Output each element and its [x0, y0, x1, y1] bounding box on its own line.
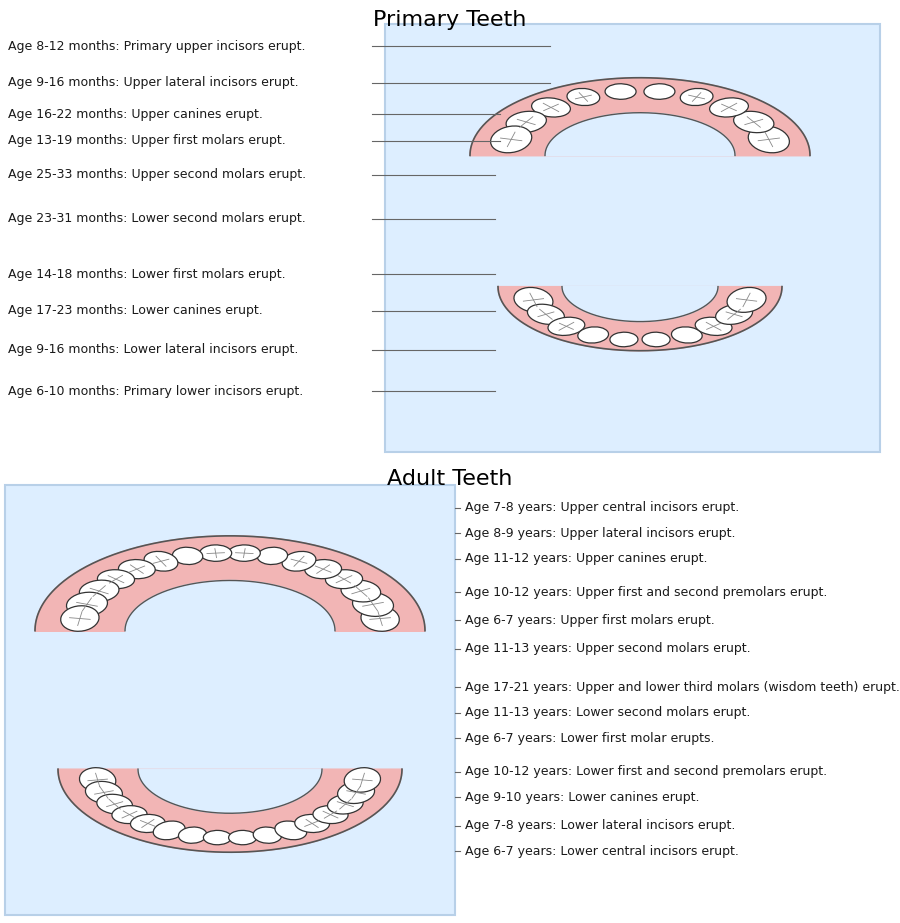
Text: Age 25-33 months: Upper second molars erupt.: Age 25-33 months: Upper second molars er… [8, 168, 306, 182]
Ellipse shape [610, 332, 638, 347]
Ellipse shape [491, 126, 532, 153]
Text: Age 9-16 months: Upper lateral incisors erupt.: Age 9-16 months: Upper lateral incisors … [8, 76, 299, 90]
Polygon shape [498, 287, 782, 351]
Ellipse shape [282, 551, 316, 571]
Ellipse shape [709, 98, 749, 117]
Text: Primary Teeth: Primary Teeth [374, 10, 526, 30]
Text: Age 6-10 months: Primary lower incisors erupt.: Age 6-10 months: Primary lower incisors … [8, 385, 303, 398]
Ellipse shape [680, 89, 713, 105]
Text: Age 6-7 years: Lower central incisors erupt.: Age 6-7 years: Lower central incisors er… [465, 845, 739, 857]
Text: Age 6-7 years: Lower first molar erupts.: Age 6-7 years: Lower first molar erupts. [465, 732, 715, 745]
Ellipse shape [353, 593, 393, 617]
Ellipse shape [200, 545, 231, 561]
Ellipse shape [727, 287, 766, 312]
Ellipse shape [173, 547, 202, 565]
Ellipse shape [361, 605, 400, 631]
Ellipse shape [716, 305, 752, 324]
Polygon shape [470, 78, 810, 155]
Ellipse shape [305, 559, 341, 579]
Ellipse shape [153, 821, 185, 840]
FancyBboxPatch shape [385, 24, 880, 451]
Ellipse shape [344, 768, 381, 792]
Ellipse shape [328, 795, 364, 814]
Ellipse shape [144, 551, 178, 571]
Ellipse shape [695, 318, 732, 335]
Ellipse shape [86, 782, 122, 804]
Text: Age 10-12 years: Lower first and second premolars erupt.: Age 10-12 years: Lower first and second … [465, 765, 827, 778]
Ellipse shape [338, 782, 374, 804]
Ellipse shape [734, 112, 774, 133]
Text: Age 11-13 years: Upper second molars erupt.: Age 11-13 years: Upper second molars eru… [465, 642, 751, 655]
Ellipse shape [605, 84, 636, 100]
Ellipse shape [119, 559, 155, 579]
Text: Age 7-8 years: Lower lateral incisors erupt.: Age 7-8 years: Lower lateral incisors er… [465, 819, 735, 832]
Ellipse shape [578, 327, 608, 343]
Ellipse shape [229, 545, 260, 561]
Text: Age 17-21 years: Upper and lower third molars (wisdom teeth) erupt.: Age 17-21 years: Upper and lower third m… [465, 680, 900, 693]
Text: Age 13-19 months: Upper first molars erupt.: Age 13-19 months: Upper first molars eru… [8, 135, 286, 148]
Text: Age 7-8 years: Upper central incisors erupt.: Age 7-8 years: Upper central incisors er… [465, 501, 739, 514]
Text: Age 8-9 years: Upper lateral incisors erupt.: Age 8-9 years: Upper lateral incisors er… [465, 527, 735, 540]
Text: Age 9-16 months: Lower lateral incisors erupt.: Age 9-16 months: Lower lateral incisors … [8, 343, 299, 356]
Ellipse shape [326, 569, 363, 589]
Ellipse shape [203, 831, 231, 845]
Ellipse shape [274, 821, 307, 840]
Ellipse shape [178, 827, 207, 844]
Ellipse shape [112, 806, 147, 823]
Polygon shape [562, 287, 718, 321]
Polygon shape [58, 769, 402, 852]
Ellipse shape [130, 814, 166, 833]
Ellipse shape [253, 827, 282, 844]
Text: Age 11-12 years: Upper canines erupt.: Age 11-12 years: Upper canines erupt. [465, 553, 707, 566]
Text: Age 11-13 years: Lower second molars erupt.: Age 11-13 years: Lower second molars eru… [465, 706, 751, 719]
Ellipse shape [79, 768, 116, 792]
Text: Adult Teeth: Adult Teeth [387, 469, 513, 489]
Ellipse shape [313, 806, 348, 823]
Ellipse shape [642, 332, 670, 347]
Text: Age 16-22 months: Upper canines erupt.: Age 16-22 months: Upper canines erupt. [8, 108, 263, 121]
Ellipse shape [341, 581, 381, 602]
Ellipse shape [548, 318, 585, 335]
Ellipse shape [60, 605, 99, 631]
Ellipse shape [294, 814, 329, 833]
Polygon shape [125, 581, 335, 630]
Ellipse shape [748, 126, 789, 153]
Polygon shape [35, 536, 425, 630]
Ellipse shape [527, 305, 564, 324]
Ellipse shape [644, 84, 675, 100]
Text: Age 14-18 months: Lower first molars erupt.: Age 14-18 months: Lower first molars eru… [8, 268, 285, 281]
Text: Age 9-10 years: Lower canines erupt.: Age 9-10 years: Lower canines erupt. [465, 791, 699, 804]
Ellipse shape [671, 327, 702, 343]
Ellipse shape [79, 581, 119, 602]
Text: Age 8-12 months: Primary upper incisors erupt.: Age 8-12 months: Primary upper incisors … [8, 40, 305, 53]
Polygon shape [138, 769, 322, 813]
Text: Age 23-31 months: Lower second molars erupt.: Age 23-31 months: Lower second molars er… [8, 212, 306, 225]
Ellipse shape [514, 287, 553, 312]
Text: Age 6-7 years: Upper first molars erupt.: Age 6-7 years: Upper first molars erupt. [465, 614, 715, 627]
Ellipse shape [97, 795, 132, 814]
Ellipse shape [97, 569, 135, 589]
FancyBboxPatch shape [5, 485, 455, 916]
Text: Age 17-23 months: Lower canines erupt.: Age 17-23 months: Lower canines erupt. [8, 305, 263, 318]
Ellipse shape [532, 98, 571, 117]
Ellipse shape [567, 89, 599, 105]
Ellipse shape [506, 112, 546, 133]
Ellipse shape [229, 831, 256, 845]
Ellipse shape [257, 547, 288, 565]
Ellipse shape [67, 593, 107, 617]
Polygon shape [545, 113, 735, 155]
Text: Age 10-12 years: Upper first and second premolars erupt.: Age 10-12 years: Upper first and second … [465, 586, 827, 599]
